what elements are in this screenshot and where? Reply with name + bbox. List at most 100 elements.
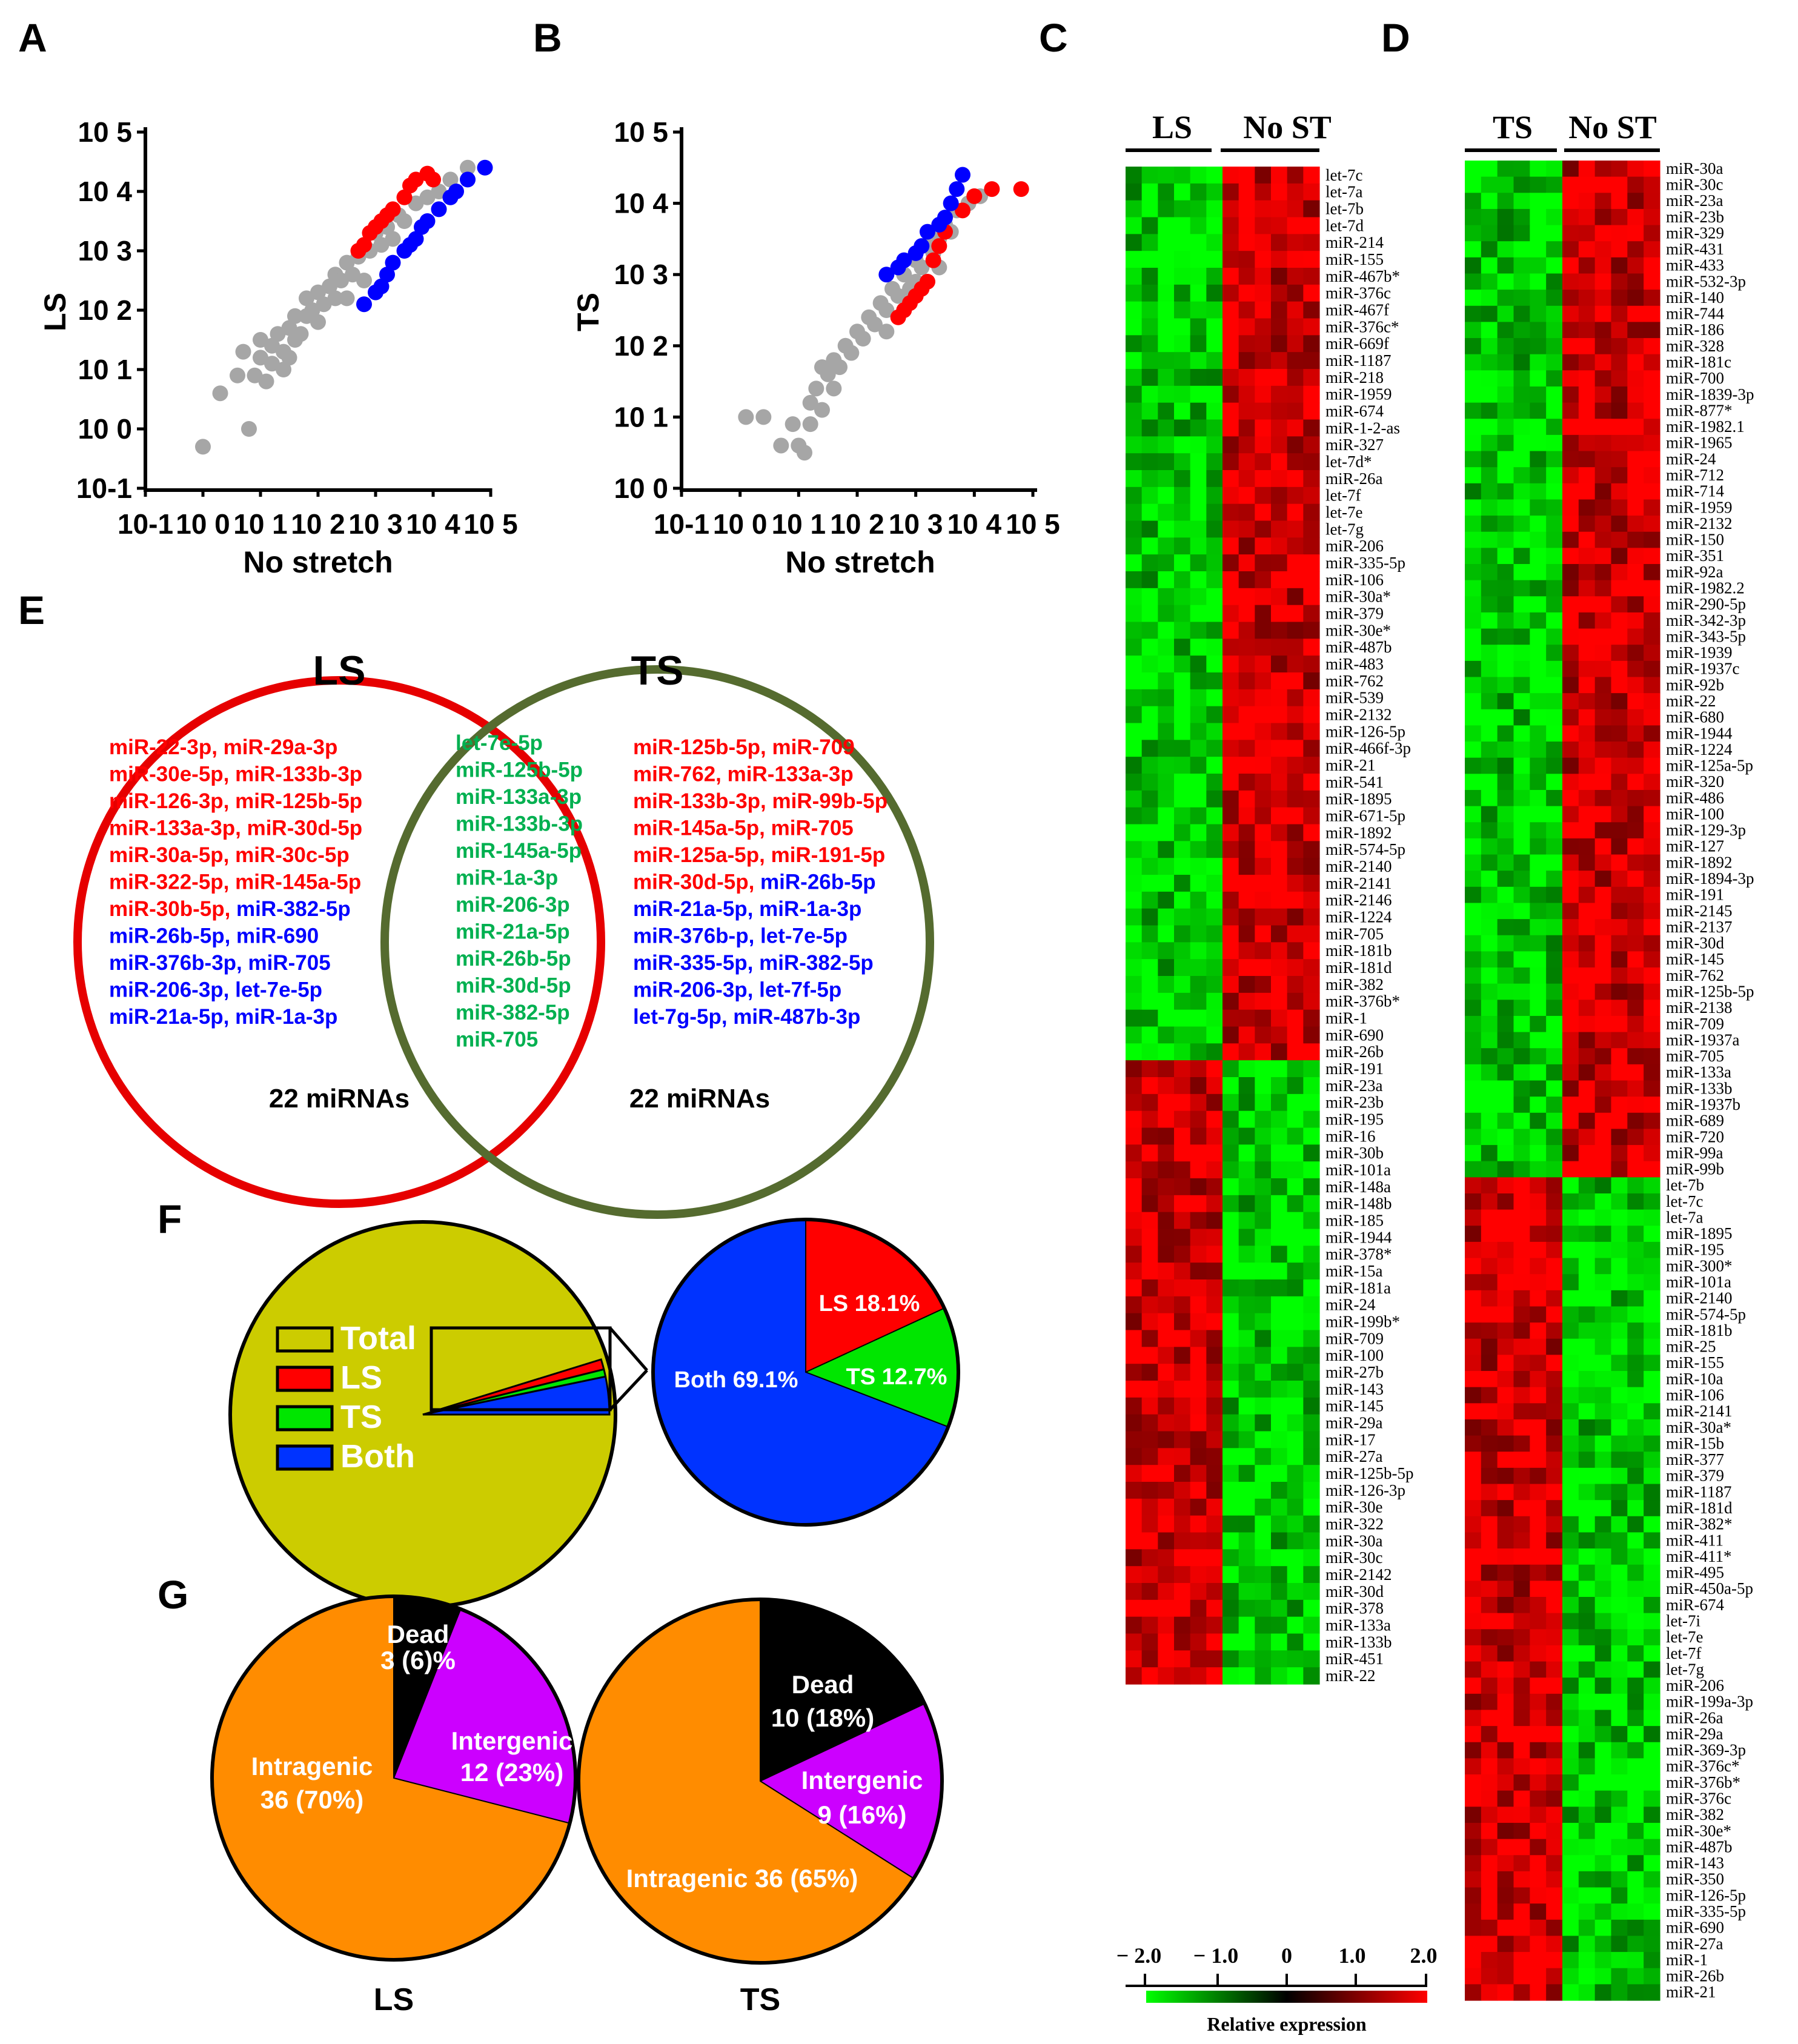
heatmap-c-row-label: miR-23a [1325, 1077, 1383, 1095]
pie-g-1-label-b-1: 9 (16%) [817, 1800, 906, 1829]
heatmap-d-row-label: miR-714 [1666, 482, 1725, 500]
pie-g-1-label-a-0: Dead [792, 1670, 854, 1699]
heatmap-c-row-label: miR-199b* [1325, 1312, 1400, 1330]
heatmap-d-row-label: miR-1 [1666, 1951, 1708, 1969]
heatmap-d-row-label: miR-1892 [1666, 853, 1733, 871]
pie-g-title-ls: LS [374, 1982, 414, 2017]
heatmap-d-row-label: miR-376c* [1666, 1757, 1740, 1775]
scatter-b-xtick-4: 10 3 [889, 508, 943, 540]
heatmap-d-row-label: miR-30e* [1666, 1822, 1731, 1840]
scatter-b-point-down-2 [896, 252, 912, 268]
heatmap-c-row-label: miR-126-5p [1325, 722, 1405, 740]
scatter-a-point-up-6 [385, 201, 401, 217]
heatmap-d-row-label: miR-574-5p [1666, 1305, 1746, 1323]
heatmap-c-row-label: miR-1959 [1325, 385, 1392, 403]
heatmap-c-row-label: miR-191 [1325, 1060, 1384, 1078]
venn-shared-item: miR-705 [456, 1028, 538, 1052]
heatmap-d-row-label: miR-24 [1666, 450, 1716, 468]
heatmap-d-row-label: miR-377 [1666, 1450, 1724, 1468]
heatmap-c-row-label: miR-2132 [1325, 705, 1392, 723]
heatmap-d-row-label: miR-26a [1666, 1708, 1723, 1727]
heatmap-c-row-label: miR-30b [1325, 1144, 1384, 1162]
heatmap-c-row-label: let-7f [1325, 486, 1361, 505]
scatter-b-xtick-6: 10 5 [1006, 508, 1060, 540]
heatmap-c-row-label: miR-206 [1325, 537, 1384, 555]
heatmap-d-row-label: miR-181d [1666, 1499, 1733, 1517]
scatter-b-point-up-6 [925, 252, 941, 268]
heatmap-c-row-label: miR-133b [1325, 1633, 1392, 1651]
heatmap-d-row-label: miR-300* [1666, 1256, 1733, 1275]
heatmap-c-row-label: miR-26b [1325, 1043, 1384, 1061]
heatmap-d-row-label: let-7f [1666, 1644, 1701, 1662]
heatmap-d-row-label: miR-690 [1666, 1919, 1724, 1937]
scatter-a-point-unchanged-40 [442, 171, 459, 188]
scatter-a-point-unchanged-23 [327, 290, 343, 307]
heatmap-c-row-label: miR-1187 [1325, 351, 1392, 370]
venn-ls-item: miR-30e-5p, miR-133b-3p [109, 763, 362, 786]
heatmap-c-row-label: let-7b [1325, 199, 1364, 217]
scatter-b-point-up-5 [920, 273, 935, 290]
scatter-b-point-down-10 [955, 167, 970, 183]
heatmap-d-row-label: miR-320 [1666, 772, 1724, 791]
legend-swatch-ts [276, 1405, 334, 1432]
scatter-b-ytick-1: 10 1 [614, 401, 668, 433]
scatter-b-point-up-7 [931, 238, 947, 254]
venn-ts-mixed-blue: miR-26b-5p [754, 871, 875, 894]
heatmap-d-row-label: miR-2137 [1666, 918, 1733, 936]
heatmap-d-row-label: miR-195 [1666, 1241, 1724, 1259]
venn-ls-item: miR-26b-5p, miR-690 [109, 924, 319, 948]
scatter-b-point-unchanged-8 [808, 380, 824, 397]
heatmap-d-row-label: miR-100 [1666, 805, 1724, 823]
venn-shared-item: miR-125b-5p [456, 758, 583, 782]
heatmap-c-row-label: let-7e [1325, 503, 1362, 521]
heatmap-d-row-label: miR-23a [1666, 191, 1723, 210]
heatmap-d-row-label: miR-335-5p [1666, 1902, 1746, 1920]
heatmap-d-row-label: miR-720 [1666, 1127, 1724, 1146]
colorbar-label: Relative expression [1207, 2013, 1367, 2035]
venn-ts-mixed-red: miR-30d-5p, [633, 871, 754, 894]
heatmap-d-row-label: miR-709 [1666, 1015, 1724, 1033]
heatmap-c-row-label: miR-218 [1325, 368, 1384, 387]
venn-ls-item: miR-126-3p, miR-125b-5p [109, 789, 362, 813]
heatmap-d-row-label: miR-2138 [1666, 998, 1733, 1017]
heatmap-d-row-label: miR-2145 [1666, 901, 1733, 920]
heatmap-c-row-label: miR-322 [1325, 1515, 1384, 1533]
heatmap-d-row-label: miR-186 [1666, 320, 1724, 339]
scatter-b-point-unchanged-2 [773, 437, 789, 454]
heatmap-d-row-label: miR-143 [1666, 1854, 1724, 1872]
scatter-a-xtick-0: 10-1 [118, 508, 173, 540]
heatmap-c-row-label: miR-2141 [1325, 874, 1392, 892]
heatmap-c-row-label: miR-690 [1325, 1026, 1384, 1044]
heatmap-d-row-label: miR-328 [1666, 337, 1724, 355]
scatter-b-ytick-4: 10 4 [614, 188, 668, 219]
heatmap-c-row-label: miR-378* [1325, 1245, 1392, 1263]
heatmap-c-row-label: miR-539 [1325, 689, 1384, 707]
pie-g-0-label-a-1: Intergenic [451, 1727, 573, 1755]
heatmap-d-row-label: miR-1937b [1666, 1095, 1740, 1113]
heatmap-d-row-label: miR-23b [1666, 208, 1724, 226]
venn-ls-mixed-red: miR-30b-5p, [109, 897, 230, 921]
heatmap-d-row-label: miR-674 [1666, 1596, 1725, 1614]
heatmap-d-row-label: miR-1187 [1666, 1482, 1732, 1501]
colorbar-tick-3: 1.0 [1339, 1943, 1366, 1968]
panel-label-d: D [1381, 15, 1410, 60]
heatmap-d-row-label: miR-140 [1666, 288, 1724, 307]
venn-ls-item: miR-133a-3p, miR-30d-5p [109, 817, 362, 840]
heatmap-d-row-label: miR-1959 [1666, 498, 1733, 516]
scatter-b-point-up-9 [955, 202, 970, 219]
heatmap-d-row-label: miR-126-5p [1666, 1886, 1746, 1904]
heatmap-d-row-label: miR-762 [1666, 966, 1724, 984]
heatmap-d-row-label: miR-379 [1666, 1467, 1724, 1485]
heatmap-c-row-label: miR-181d [1325, 958, 1392, 977]
pie-g-0-label-b-0: 3 (6)% [380, 1646, 456, 1674]
heatmap-d-row-label: miR-30c [1666, 175, 1723, 193]
scatter-b-ytick-0: 10 0 [614, 473, 668, 504]
pie-f-slice-label-1: TS 12.7% [846, 1364, 947, 1390]
scatter-b-point-unchanged-6 [802, 416, 818, 433]
heatmap-d-row-label: miR-1944 [1666, 724, 1733, 742]
legend-label-total: Total [340, 1320, 416, 1356]
venn-shared-item: let-7e-5p [456, 731, 543, 755]
venn-ts-item: miR-125b-5p, miR-709 [633, 735, 855, 759]
scatter-b-point-unchanged-23 [890, 288, 906, 304]
scatter-b-point-up-10 [966, 188, 983, 204]
